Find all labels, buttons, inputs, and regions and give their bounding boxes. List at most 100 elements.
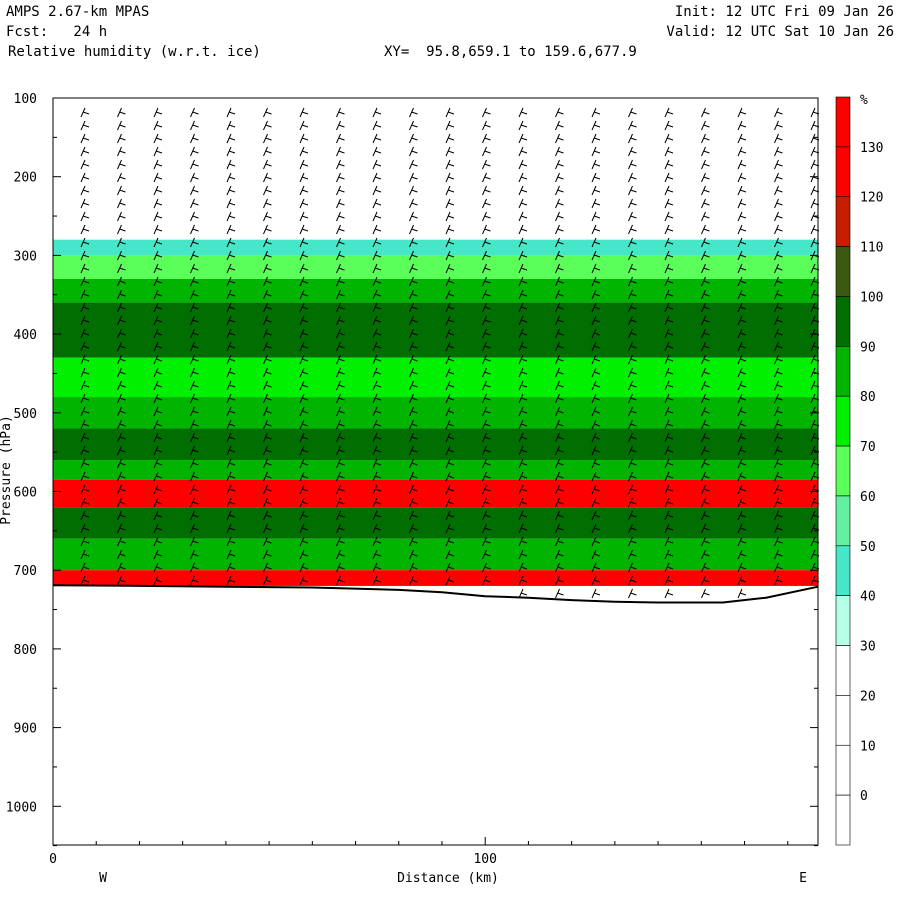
wind-barb bbox=[153, 289, 163, 300]
wind-barb bbox=[190, 107, 199, 118]
wind-barb bbox=[737, 484, 747, 495]
wind-barb bbox=[409, 393, 418, 404]
wind-barb bbox=[226, 302, 236, 313]
wind-barb bbox=[226, 536, 236, 547]
wind-barb bbox=[555, 198, 564, 209]
wind-barb bbox=[774, 133, 783, 144]
wind-barb bbox=[482, 536, 491, 547]
colorbar-label: 50 bbox=[860, 540, 876, 555]
wind-barb bbox=[190, 302, 199, 313]
wind-barb bbox=[701, 471, 710, 482]
wind-barb bbox=[117, 393, 126, 404]
wind-barb bbox=[226, 133, 236, 144]
wind-barb bbox=[555, 133, 564, 144]
wind-barb bbox=[445, 211, 455, 222]
wind-barb bbox=[628, 354, 637, 365]
wind-barb bbox=[263, 536, 272, 547]
wind-barb bbox=[518, 159, 528, 170]
wind-barb bbox=[701, 575, 710, 586]
wind-barb bbox=[664, 471, 674, 482]
wind-barb bbox=[518, 406, 528, 417]
wind-barb bbox=[774, 250, 783, 261]
wind-barb bbox=[555, 458, 564, 469]
wind-barb bbox=[701, 549, 710, 560]
wind-barb bbox=[664, 198, 674, 209]
wind-barb bbox=[518, 172, 528, 183]
wind-barb bbox=[518, 289, 528, 300]
wind-barb bbox=[518, 497, 528, 508]
wind-barb bbox=[737, 523, 747, 534]
wind-barb bbox=[591, 341, 601, 352]
wind-barb bbox=[190, 445, 199, 456]
wind-barb bbox=[774, 575, 783, 586]
wind-barb bbox=[518, 380, 528, 391]
wind-barb bbox=[299, 523, 309, 534]
wind-barb bbox=[336, 341, 345, 352]
wind-barb bbox=[482, 354, 491, 365]
wind-barb bbox=[226, 367, 236, 378]
wind-barb bbox=[737, 237, 747, 248]
wind-barb bbox=[80, 328, 90, 339]
wind-barb bbox=[409, 549, 418, 560]
wind-barb bbox=[664, 367, 674, 378]
wind-barb bbox=[80, 211, 90, 222]
wind-barb bbox=[263, 224, 272, 235]
wind-barb bbox=[190, 393, 199, 404]
wind-barb bbox=[664, 133, 674, 144]
model-title: AMPS 2.67-km MPAS bbox=[6, 4, 150, 20]
colorbar-label: 130 bbox=[860, 141, 883, 156]
wind-barb bbox=[591, 380, 601, 391]
wind-barb bbox=[80, 237, 90, 248]
wind-barb bbox=[299, 341, 309, 352]
wind-barb bbox=[80, 536, 90, 547]
wind-barb bbox=[117, 263, 126, 274]
wind-barb bbox=[372, 211, 382, 222]
wind-barb bbox=[591, 471, 601, 482]
wind-barb bbox=[701, 146, 710, 157]
rh-layer-0 bbox=[53, 239, 818, 256]
colorbar-swatch bbox=[835, 246, 851, 297]
wind-barb bbox=[153, 198, 163, 209]
wind-barb bbox=[226, 575, 236, 586]
wind-barb bbox=[263, 432, 272, 443]
forecast-hour: Fcst: 24 h bbox=[6, 24, 108, 40]
wind-barb bbox=[80, 185, 90, 196]
wind-barb bbox=[409, 484, 418, 495]
wind-barb bbox=[737, 367, 747, 378]
wind-barb bbox=[117, 458, 126, 469]
wind-barb bbox=[336, 146, 345, 157]
colorbar-label: 100 bbox=[860, 290, 883, 305]
colorbar-swatch bbox=[835, 445, 851, 497]
wind-barb bbox=[409, 224, 418, 235]
wind-barb bbox=[117, 133, 126, 144]
wind-barb bbox=[701, 484, 710, 495]
wind-barb bbox=[628, 510, 637, 521]
wind-barb bbox=[737, 328, 747, 339]
wind-barb bbox=[153, 393, 163, 404]
colorbar-swatch bbox=[835, 96, 851, 148]
wind-barb bbox=[518, 367, 528, 378]
wind-barb bbox=[774, 315, 783, 326]
wind-barb bbox=[190, 328, 199, 339]
wind-barb bbox=[628, 562, 637, 573]
wind-barb bbox=[628, 497, 637, 508]
wind-barb bbox=[372, 263, 382, 274]
wind-barb bbox=[299, 107, 309, 118]
wind-barb bbox=[299, 276, 309, 287]
colorbar-label: 110 bbox=[860, 241, 883, 256]
wind-barb bbox=[117, 146, 126, 157]
wind-barb bbox=[591, 146, 601, 157]
wind-barb bbox=[591, 172, 601, 183]
wind-barb bbox=[336, 250, 345, 261]
wind-barb bbox=[701, 445, 710, 456]
wind-barb bbox=[445, 536, 455, 547]
wind-barb bbox=[701, 510, 710, 521]
wind-barb bbox=[263, 458, 272, 469]
wind-barb bbox=[774, 263, 783, 274]
wind-barb bbox=[117, 328, 126, 339]
wind-barb bbox=[664, 120, 674, 131]
wind-barb bbox=[117, 367, 126, 378]
wind-barb bbox=[372, 497, 382, 508]
wind-barb bbox=[153, 562, 163, 573]
wind-barb bbox=[409, 185, 418, 196]
